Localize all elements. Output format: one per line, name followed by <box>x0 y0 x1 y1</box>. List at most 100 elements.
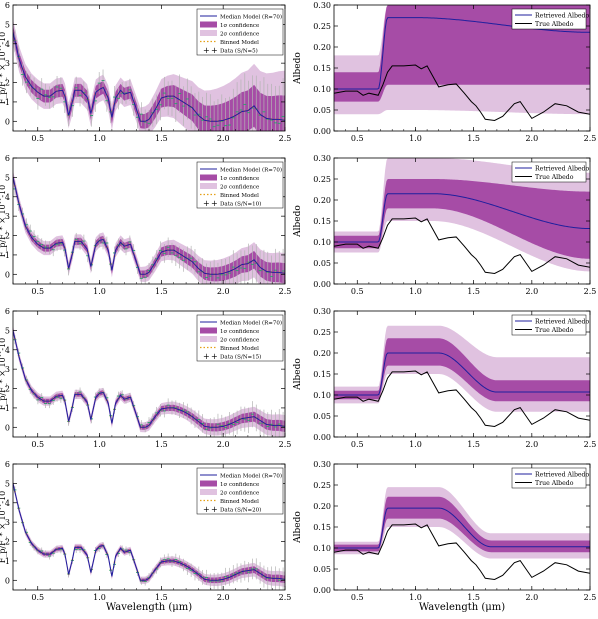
y-tick-label: 0.15 <box>313 523 331 532</box>
legend-label: Data (S/N=5) <box>220 48 258 55</box>
y-tick-label: 2 <box>5 232 10 241</box>
legend-label: Binned Model <box>220 346 259 352</box>
y-tick-label: 0.05 <box>313 259 331 268</box>
y-tick-label: 0.00 <box>313 280 331 289</box>
y-tick-label: 0.20 <box>313 196 331 205</box>
x-tick-label: 2.5 <box>279 134 292 143</box>
chart-spec1: 0.5 1.0 1.5 2.0 2.5 0 1 2 3 4 5 6 F_p/F_* × 10^-10 Me… <box>0 1 292 143</box>
legend-label: Retrieved Albedo <box>535 13 590 20</box>
retrieved-albedo-line <box>334 193 590 243</box>
plot-area <box>334 325 590 428</box>
legend-label: Data (S/N=15) <box>220 354 261 361</box>
conf1-band <box>334 179 590 259</box>
y-tick-label: 0.05 <box>313 412 331 421</box>
y-tick-label: 1 <box>5 557 10 566</box>
legend-swatch <box>200 327 217 334</box>
chart-spec3: 0.5 1.0 1.5 2.0 2.5 0 1 2 3 4 5 6 F_p/F_* × 10^-10 Me… <box>0 307 291 449</box>
y-tick-label: 5 <box>5 326 10 335</box>
x-tick-label: 2.5 <box>584 134 597 143</box>
y-tick-label: 6 <box>5 154 10 163</box>
y-tick-label: 0.10 <box>313 544 331 553</box>
legend-swatch <box>200 183 217 189</box>
x-tick-label: 2.5 <box>279 287 292 296</box>
x-tick-label: 0.5 <box>351 440 364 449</box>
median-model-line <box>13 32 285 122</box>
y-tick-label: 0.20 <box>313 43 331 52</box>
legend-label: 1σ confidence <box>220 176 259 182</box>
true-albedo-line <box>334 370 590 428</box>
x-axis-label-right: Wavelength (μm) <box>419 602 505 613</box>
x-tick-label: 2.0 <box>525 593 538 602</box>
y-tick-label: 2 <box>5 538 10 547</box>
true-albedo-line <box>334 523 590 581</box>
y-tick-label: 0.20 <box>313 349 331 358</box>
legend-swatch: + <box>211 352 218 361</box>
x-tick-label: 2.5 <box>279 440 292 449</box>
x-tick-label: 2.0 <box>525 134 538 143</box>
conf2-band <box>13 19 285 131</box>
legend-label: Median Model (R=70) <box>220 167 282 174</box>
retrieved-albedo-line <box>334 17 590 90</box>
conf1-band <box>13 25 285 131</box>
conf1-band <box>13 481 285 584</box>
chart-spec2: 0.5 1.0 1.5 2.0 2.5 0 1 2 3 4 5 6 F_p/F_* × 10^-10 Me… <box>0 154 292 296</box>
plot-area <box>13 170 285 284</box>
plot-area <box>13 19 285 131</box>
x-tick-label: 0.5 <box>31 440 44 449</box>
legend-label: Median Model (R=70) <box>220 320 282 327</box>
x-tick-label: 1.5 <box>467 440 480 449</box>
y-tick-label: 0.10 <box>313 391 331 400</box>
y-tick-label: 3 <box>5 518 10 527</box>
legend-label: Data (S/N=20) <box>220 507 261 514</box>
y-axis-label: Albedo <box>293 358 303 391</box>
plot-area <box>13 479 285 590</box>
x-axis-label-left: Wavelength (μm) <box>106 602 192 613</box>
y-tick-label: 4 <box>5 40 10 49</box>
median-model-line <box>13 330 285 428</box>
legend-label: Binned Model <box>220 193 259 199</box>
y-tick-label: 4 <box>5 499 10 508</box>
y-tick-label: 0.00 <box>313 586 331 595</box>
true-albedo-line <box>334 217 590 275</box>
conf1-band <box>13 328 285 433</box>
legend-label: 1σ confidence <box>220 482 259 488</box>
x-tick-label: 2.0 <box>217 134 230 143</box>
y-tick-label: 6 <box>5 307 10 316</box>
y-tick-label: 3 <box>5 365 10 374</box>
y-tick-label: 2 <box>5 385 10 394</box>
conf1-band <box>13 173 285 284</box>
y-tick-label: 0 <box>5 270 10 279</box>
y-tick-label: 0.20 <box>313 502 331 511</box>
median-model-line <box>13 177 285 275</box>
legend-label: True Albedo <box>535 174 574 181</box>
x-tick-label: 1.0 <box>409 440 422 449</box>
y-tick-label: 0.15 <box>313 64 331 73</box>
x-tick-label: 2.5 <box>584 593 597 602</box>
x-tick-label: 2.0 <box>217 440 230 449</box>
y-tick-label: 0.05 <box>313 106 331 115</box>
legend-label: 2σ confidence <box>220 338 259 344</box>
chart-spec4: 0.5 1.0 1.5 2.0 2.5 0 1 2 3 4 5 6 F_p/F_* × 10^-10 Me… <box>0 460 291 602</box>
x-tick-label: 2.0 <box>525 287 538 296</box>
legend-swatch: + <box>203 352 210 361</box>
y-tick-label: 1 <box>5 404 10 413</box>
chart-alb4: 0.5 1.0 1.5 2.0 2.5 0.00 0.05 0.10 0.15 0.20 0.25 0… <box>293 460 596 602</box>
legend-label: Binned Model <box>220 499 259 505</box>
y-tick-label: 0.30 <box>313 154 331 163</box>
x-tick-label: 1.0 <box>409 287 422 296</box>
y-tick-label: 0.25 <box>313 481 331 490</box>
legend-swatch: + <box>211 199 218 208</box>
x-tick-label: 1.0 <box>93 440 106 449</box>
chart-alb2: 0.5 1.0 1.5 2.0 2.5 0.00 0.05 0.10 0.15 0.20 0.25 0… <box>293 154 596 296</box>
legend-swatch: + <box>203 46 210 55</box>
plot-area <box>13 325 285 437</box>
retrieved-albedo-line <box>334 507 590 549</box>
y-tick-label: 0 <box>5 576 10 585</box>
plot-area <box>334 487 590 581</box>
x-tick-label: 1.5 <box>155 593 168 602</box>
y-tick-label: 5 <box>5 479 10 488</box>
